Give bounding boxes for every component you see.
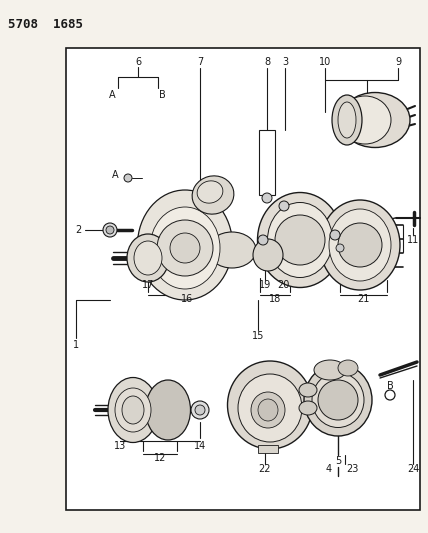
Ellipse shape [134, 241, 162, 275]
Ellipse shape [339, 96, 391, 144]
Ellipse shape [329, 209, 391, 281]
Ellipse shape [338, 360, 358, 376]
Ellipse shape [192, 176, 234, 214]
Ellipse shape [137, 190, 232, 300]
Ellipse shape [253, 239, 283, 271]
Circle shape [191, 401, 209, 419]
Text: 19: 19 [259, 280, 271, 290]
Circle shape [338, 223, 382, 267]
Circle shape [275, 215, 325, 265]
Circle shape [258, 235, 268, 245]
Circle shape [336, 244, 344, 252]
Text: A: A [112, 170, 118, 180]
Circle shape [385, 390, 395, 400]
Ellipse shape [299, 383, 317, 397]
Text: 21: 21 [357, 294, 369, 304]
Ellipse shape [197, 181, 223, 203]
Circle shape [106, 226, 114, 234]
Ellipse shape [251, 392, 285, 428]
Text: 16: 16 [181, 294, 193, 304]
Ellipse shape [127, 234, 169, 282]
Bar [66, 48, 420, 510]
Ellipse shape [268, 203, 333, 278]
Ellipse shape [122, 396, 144, 424]
Ellipse shape [320, 200, 400, 290]
Circle shape [124, 174, 132, 182]
Ellipse shape [258, 192, 342, 287]
Text: 4: 4 [326, 464, 332, 474]
Ellipse shape [108, 377, 158, 442]
Circle shape [262, 193, 272, 203]
Text: 13: 13 [114, 441, 126, 451]
Text: 1: 1 [73, 340, 79, 350]
Text: B: B [159, 90, 165, 100]
Circle shape [195, 405, 205, 415]
Text: 15: 15 [252, 331, 264, 341]
Bar [259, 130, 275, 195]
Text: 9: 9 [395, 57, 401, 67]
Ellipse shape [312, 373, 364, 427]
Text: 22: 22 [259, 464, 271, 474]
Text: 3: 3 [282, 57, 288, 67]
Text: 8: 8 [264, 57, 270, 67]
Text: 7: 7 [197, 57, 203, 67]
Ellipse shape [338, 102, 356, 138]
Circle shape [330, 230, 340, 240]
Ellipse shape [258, 399, 278, 421]
Text: 20: 20 [277, 280, 289, 290]
Text: 24: 24 [407, 464, 419, 474]
Circle shape [170, 233, 200, 263]
Ellipse shape [150, 207, 220, 289]
Text: 10: 10 [319, 57, 331, 67]
Ellipse shape [238, 374, 302, 442]
Text: 17: 17 [142, 280, 154, 290]
Ellipse shape [314, 360, 346, 380]
Ellipse shape [299, 401, 317, 415]
Ellipse shape [115, 388, 151, 432]
Text: 18: 18 [269, 294, 281, 304]
Text: A: A [109, 90, 115, 100]
Ellipse shape [228, 361, 312, 449]
Text: 14: 14 [194, 441, 206, 451]
Text: 11: 11 [407, 235, 419, 245]
Text: 5708  1685: 5708 1685 [8, 18, 83, 31]
Text: 6: 6 [135, 57, 141, 67]
Circle shape [103, 223, 117, 237]
Circle shape [318, 380, 358, 420]
Ellipse shape [146, 380, 190, 440]
Text: 2: 2 [75, 225, 81, 235]
Circle shape [157, 220, 213, 276]
Text: 5: 5 [335, 456, 341, 466]
Ellipse shape [340, 93, 410, 148]
Ellipse shape [304, 364, 372, 436]
Ellipse shape [332, 95, 362, 145]
Bar [258, 445, 278, 453]
Ellipse shape [208, 232, 256, 268]
Text: 12: 12 [154, 453, 166, 463]
Circle shape [279, 201, 289, 211]
Text: 23: 23 [346, 464, 358, 474]
Text: B: B [386, 381, 393, 391]
